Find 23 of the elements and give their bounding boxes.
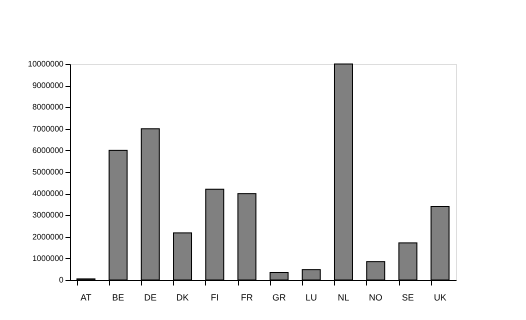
y-tick-label: 5000000 [32,168,64,176]
x-tick-label: FR [240,292,254,302]
y-tick-label: 9000000 [32,81,64,90]
y-tick-label: 8000000 [32,102,64,112]
x-tick-label: FI [210,292,219,302]
y-tick-label: 6000000 [32,146,64,155]
y-tick-label: 4000000 [32,189,64,198]
x-tick-label: DE [144,292,157,302]
x-tick-label: NL [338,292,350,302]
x-tick-label: UK [434,292,446,302]
x-tick-label: DK [176,292,189,302]
y-tick-label: 1000000 [32,254,64,263]
y-tick-label: 10000000 [28,60,64,68]
x-tick-label: LU [306,292,318,302]
x-tick-label: GR [272,292,286,302]
x-tick-label: NO [368,292,382,302]
x-tick-label: SE [402,292,414,302]
x-tick-label: BE [112,292,124,302]
y-tick-label: 3000000 [32,210,64,220]
y-tick-label: 0 [59,276,64,284]
y-tick-label: 2000000 [32,232,64,242]
y-tick-label: 7000000 [32,124,64,134]
x-tick-label: AT [80,292,92,302]
